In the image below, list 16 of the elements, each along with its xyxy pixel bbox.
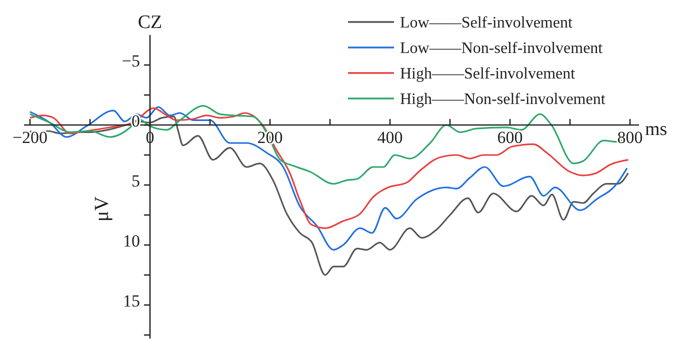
y-tick-label: 10	[123, 232, 140, 251]
x-tick-label: −200	[12, 128, 48, 148]
legend-label: High——Non-self-involvement	[400, 91, 606, 108]
legend-label: High——Self-involvement	[400, 66, 576, 82]
y-tick-label: −5	[122, 52, 140, 71]
x-tick-label: 600	[497, 128, 523, 148]
legend-label: Low——Self-involvement	[400, 14, 573, 32]
y-tick-label: 15	[123, 292, 140, 311]
x-tick-label: 800	[617, 128, 643, 148]
x-tick-label: 400	[377, 128, 403, 148]
legend-label: Low——Non-self-involvement	[400, 40, 604, 57]
x-axis-title: ms	[645, 119, 668, 140]
y-tick-label: 0	[132, 112, 140, 131]
y-axis-title: μV	[91, 196, 113, 222]
chart-title: CZ	[138, 12, 162, 33]
y-tick-label: 5	[132, 172, 140, 191]
